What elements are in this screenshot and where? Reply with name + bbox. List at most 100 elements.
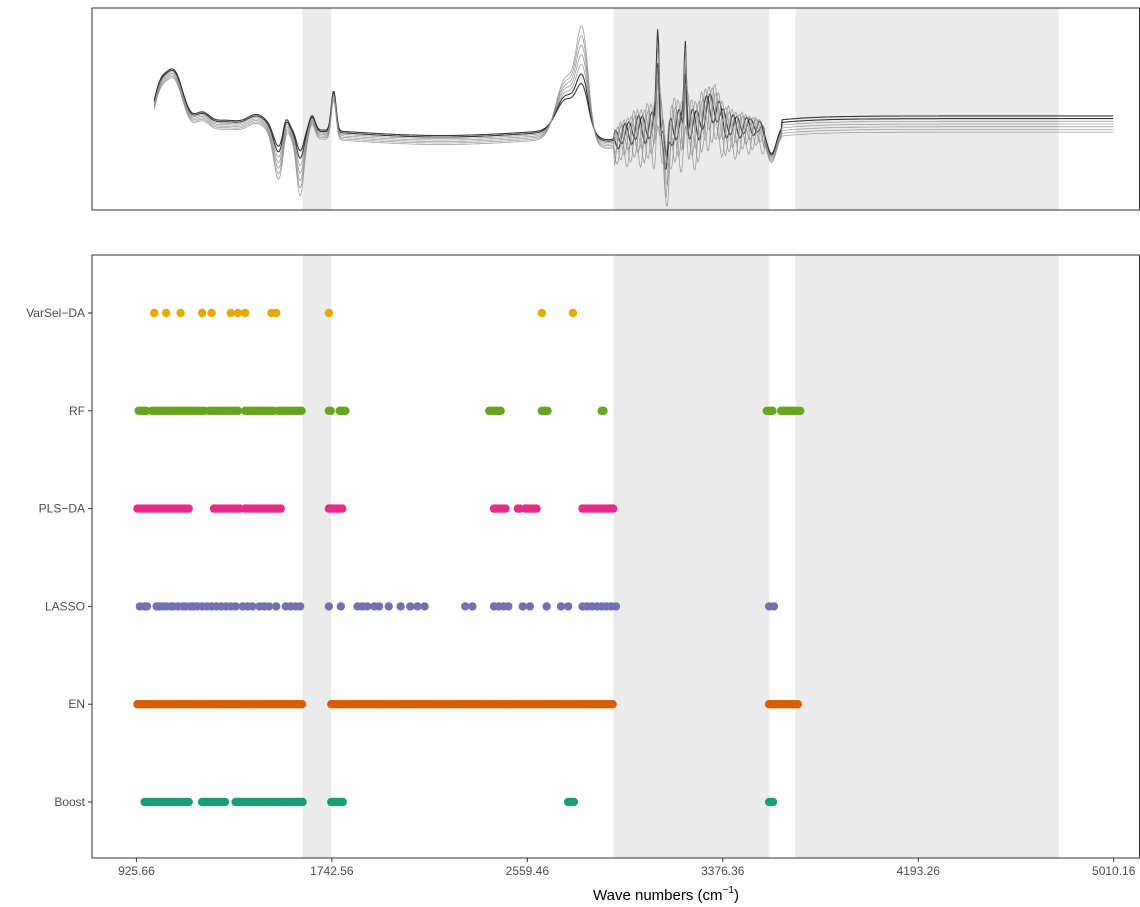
selected-variable-point	[468, 602, 477, 611]
selected-variable-point	[176, 308, 185, 318]
selection-shaded-regions	[302, 255, 1059, 858]
x-tick-label: 2559.46	[506, 864, 550, 878]
selected-variable-point	[543, 406, 552, 415]
selection-points	[133, 308, 805, 807]
selected-variable-point	[569, 797, 579, 807]
selected-variable-point	[233, 406, 243, 415]
selected-variable-point	[220, 797, 230, 807]
selected-variable-point	[768, 406, 777, 415]
y-tick-label: EN	[68, 697, 85, 711]
spectra-lines	[153, 25, 1114, 207]
selected-variable-point	[599, 406, 608, 415]
selected-variable-point	[504, 602, 513, 611]
selected-variable-point	[197, 308, 207, 318]
selected-variable-point	[532, 504, 541, 513]
selected-variable-point	[769, 602, 779, 611]
selected-variable-point	[276, 504, 285, 513]
x-axis-title: Wave numbers (cm−1)	[593, 885, 739, 904]
selected-variable-point	[461, 602, 470, 611]
y-tick-label: VarSel−DA	[26, 306, 85, 320]
selected-variable-point	[272, 602, 281, 611]
selected-variable-point	[542, 602, 551, 611]
spectrum-line	[153, 63, 1114, 187]
x-tick-label: 1742.56	[310, 864, 354, 878]
series-0	[150, 308, 578, 318]
spectra-shaded-region	[302, 8, 332, 210]
y-tick-label: RF	[69, 404, 85, 418]
series-1	[134, 406, 805, 415]
selected-variable-point	[362, 602, 372, 611]
selected-variable-point	[537, 308, 547, 318]
selected-variable-point	[248, 602, 257, 611]
selected-variable-point	[406, 602, 415, 611]
spectrum-line	[153, 25, 1114, 207]
selected-variable-point	[231, 602, 240, 611]
selected-variable-point	[413, 602, 422, 611]
x-axis-title-main: Wave numbers (cm	[593, 887, 722, 904]
selected-variable-point	[768, 797, 778, 807]
selected-variable-point	[298, 797, 307, 807]
series-3	[135, 602, 779, 611]
x-tick-label: 5010.16	[1092, 864, 1136, 878]
y-tick-label: LASSO	[45, 599, 85, 613]
x-tick-label: 925.66	[118, 864, 155, 878]
selected-variable-point	[324, 308, 334, 318]
selection-shaded-region	[302, 255, 332, 858]
selected-variable-point	[336, 602, 346, 611]
selected-variable-point	[184, 504, 193, 513]
x-tick-label: 4193.26	[897, 864, 941, 878]
selected-variable-point	[611, 602, 621, 611]
selected-variable-point	[297, 700, 307, 709]
selected-variable-point	[324, 602, 334, 611]
selected-variable-point	[297, 406, 306, 415]
spectra-shaded-region	[613, 8, 770, 210]
selected-variable-point	[420, 602, 429, 611]
selected-variable-point	[233, 308, 243, 318]
x-axis: 925.66 1742.56 2559.46 3376.36 4193.26 5010.1…	[118, 858, 1136, 878]
selected-variable-point	[396, 602, 405, 611]
spectrum-line	[153, 35, 1114, 189]
spectrum-line	[153, 48, 1114, 199]
selected-variable-point	[793, 700, 803, 709]
selected-variable-point	[226, 308, 235, 318]
selected-variable-point	[338, 797, 347, 807]
selected-variable-point	[338, 504, 347, 513]
selection-shaded-region	[613, 255, 770, 858]
selected-variable-point	[384, 602, 393, 611]
series-2	[133, 504, 618, 513]
selected-variable-point	[563, 602, 573, 611]
selected-variable-point	[207, 308, 216, 318]
y-tick-label: PLS−DA	[39, 502, 85, 516]
spectra-panel	[91, 7, 1140, 211]
selected-variable-point	[374, 602, 384, 611]
x-axis-title-superscript: −1	[723, 885, 735, 896]
selected-variable-point	[272, 308, 281, 318]
selected-variable-point	[608, 504, 618, 513]
y-axis: VarSel−DA RF PLS−DA LASSO EN Boost	[26, 306, 92, 809]
selected-variable-point	[796, 406, 805, 415]
selection-panel: VarSel−DA RF PLS−DA LASSO EN Boost 925.66 1742…	[26, 254, 1140, 904]
spectra-shaded-region	[795, 8, 1059, 210]
x-axis-title-suffix: )	[734, 887, 739, 904]
selected-variable-point	[568, 308, 578, 318]
selected-variable-point	[161, 308, 171, 318]
selected-variable-point	[341, 406, 350, 415]
spectrum-line	[153, 44, 1114, 181]
selected-variable-point	[264, 602, 274, 611]
selected-variable-point	[295, 602, 305, 611]
series-4	[133, 700, 803, 709]
x-tick-label: 3376.36	[701, 864, 745, 878]
selection-shaded-region	[795, 255, 1059, 858]
selected-variable-point	[518, 602, 527, 611]
selected-variable-point	[326, 406, 335, 415]
selected-variable-point	[142, 602, 152, 611]
selected-variable-point	[240, 308, 250, 318]
spectra-shaded-regions	[302, 8, 1059, 210]
selected-variable-point	[525, 602, 535, 611]
y-tick-label: Boost	[54, 795, 85, 809]
selected-variable-point	[556, 602, 566, 611]
selected-variable-point	[496, 406, 505, 415]
selected-variable-point	[184, 797, 193, 807]
